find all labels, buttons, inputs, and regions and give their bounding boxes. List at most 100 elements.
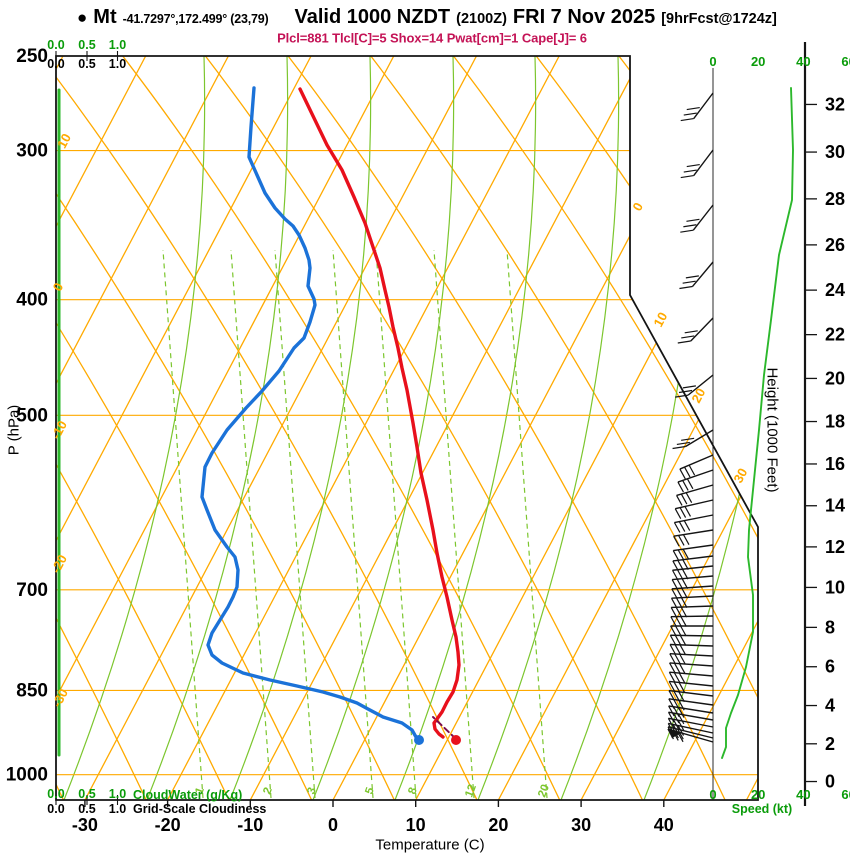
valid-date: FRI 7 Nov 2025: [512, 6, 656, 28]
speed-tick-label-bottom: 0: [709, 787, 716, 802]
surface-temperature-dot: [451, 735, 461, 745]
temp-tick-label: 20: [488, 815, 508, 835]
temperature-tick-labels: -30 -20 -10 0 10 20 30 40: [72, 800, 674, 835]
surface-markers: [414, 735, 461, 745]
wind-barbs: [667, 68, 714, 800]
isotherm-label-left: -30: [49, 686, 71, 710]
height-tick-label: 10: [825, 577, 845, 597]
mixing-ratio-labels: 1 2 3 5 8 12 20: [193, 783, 552, 799]
mixing-ratio-label: 1: [193, 785, 207, 796]
isotherm-label-right: 20: [688, 386, 708, 406]
cloudiness-scale-tick-top: 0.5: [78, 57, 95, 71]
cloudiness-scale-tick-bottom: 1.0: [109, 802, 126, 816]
forecast-hour: [9hrFcst@1724z]: [661, 11, 777, 27]
height-tick-label: 32: [825, 94, 845, 114]
isotherm-label-right: 10: [650, 310, 670, 330]
height-tick-label: 26: [825, 235, 845, 255]
header: ● Mt -41.7297°,172.499° (23,79) Valid 10…: [77, 6, 777, 29]
pressure-tick-label: 700: [16, 580, 48, 601]
height-tick-label: 6: [825, 657, 835, 677]
isotherms: [56, 56, 758, 800]
temp-tick-label: 0: [328, 815, 338, 835]
mixing-ratio-label: 2: [261, 786, 274, 796]
cloudiness-scale-label: Grid-Scale Cloudiness: [133, 802, 267, 816]
valid-time-main: Valid 1000 NZDT: [294, 6, 451, 28]
cloud-scales: 0.00.00.00.00.50.50.50.51.01.01.01.0: [47, 38, 126, 816]
height-axis-label: Height (1000 Feet): [763, 367, 781, 493]
parcel-path: [432, 716, 457, 740]
height-tick-label: 16: [825, 454, 845, 474]
speed-tick-label-bottom: 40: [796, 787, 810, 802]
cloudiness-scale-tick-top: 0.0: [47, 57, 64, 71]
height-tick-label: 8: [825, 617, 835, 637]
cloudwater-scale-tick-top: 0.0: [47, 38, 64, 52]
pressure-tick-label: 1000: [6, 765, 48, 786]
pressure-tick-label: 500: [16, 405, 48, 426]
cloudwater-scale-tick-bottom: 1.0: [109, 787, 126, 801]
temp-tick-label: 30: [571, 815, 591, 835]
isotherm-label-right: 0: [629, 200, 646, 213]
height-tick-label: 20: [825, 368, 845, 388]
mixing-ratio-label: 12: [463, 783, 479, 799]
cloudiness-scale-tick-top: 1.0: [109, 57, 126, 71]
temp-tick-label: 40: [654, 815, 674, 835]
pressure-tick-label: 300: [16, 141, 48, 162]
temp-tick-label: 10: [406, 815, 426, 835]
height-tick-label: 0: [825, 772, 835, 792]
pressure-tick-label: 250: [16, 46, 48, 67]
cloudiness-scale-tick-bottom: 0.0: [47, 802, 64, 816]
mixing-ratio-label: 8: [406, 785, 420, 796]
wind-speed-curve: [721, 87, 794, 759]
speed-scale: 00202040406060: [709, 54, 850, 802]
isotherm-label-left: -10: [48, 418, 70, 442]
speed-tick-label-top: 60: [841, 54, 850, 69]
valid-time-utc: (2100Z): [456, 11, 507, 27]
station-bullet-icon: ●: [77, 8, 88, 27]
mixing-ratio-label: 3: [305, 786, 318, 796]
station-name: Mt: [93, 6, 117, 28]
cloudiness-scale-tick-bottom: 0.5: [78, 802, 95, 816]
pressure-tick-labels: 250 300 400 500 700 850 1000: [6, 46, 48, 786]
height-tick-label: 18: [825, 412, 845, 432]
cloudwater-scale-tick-top: 1.0: [109, 38, 126, 52]
height-tick-label: 2: [825, 734, 835, 754]
station-coords: -41.7297°,172.499° (23,79): [122, 12, 269, 26]
plot-border: [55, 55, 759, 801]
speed-tick-label-bottom: 60: [841, 787, 850, 802]
isotherm-label-left: -20: [48, 552, 70, 576]
height-tick-label: 4: [825, 696, 835, 716]
mixing-ratio-label: 5: [363, 785, 377, 796]
height-tick-label: 24: [825, 280, 845, 300]
height-tick-label: 22: [825, 325, 845, 345]
isotherm-label-left: 10: [54, 131, 74, 151]
surface-dewpoint-dot: [414, 735, 424, 745]
params-line: Plcl=881 Tlcl[C]=5 Shox=14 Pwat[cm]=1 Ca…: [277, 30, 587, 46]
cloudwater-scale-tick-bottom: 0.0: [47, 787, 64, 801]
mixing-ratio-label: 20: [536, 783, 552, 799]
cloudwater-scale-tick-top: 0.5: [78, 38, 95, 52]
temp-tick-label: -20: [155, 815, 181, 835]
speed-axis-label: Speed (kt): [731, 802, 793, 816]
temperature-curve: [298, 87, 461, 739]
cloudwater-scale-tick-bottom: 0.5: [78, 787, 95, 801]
isotherm-label-right: 30: [730, 466, 750, 486]
temperature-axis-label: Temperature (C): [375, 836, 485, 854]
height-tick-label: 14: [825, 496, 845, 516]
pressure-tick-label: 400: [16, 290, 48, 311]
height-tick-label: 12: [825, 537, 845, 557]
speed-tick-label-top: 0: [709, 54, 716, 69]
mixing-ratio-lines: [162, 249, 548, 799]
speed-tick-label-top: 40: [796, 54, 810, 69]
speed-tick-label-bottom: 20: [751, 787, 765, 802]
temp-tick-label: -30: [72, 815, 98, 835]
skewt-grid: [56, 56, 758, 800]
height-tick-label: 30: [825, 142, 845, 162]
cloudwater-scale-label: CloudWater (g/Kg): [133, 788, 243, 802]
dewpoint-curve: [200, 86, 418, 739]
speed-tick-label-top: 20: [751, 54, 765, 69]
height-tick-label: 28: [825, 189, 845, 209]
pressure-axis-label: P (hPa): [5, 404, 23, 456]
